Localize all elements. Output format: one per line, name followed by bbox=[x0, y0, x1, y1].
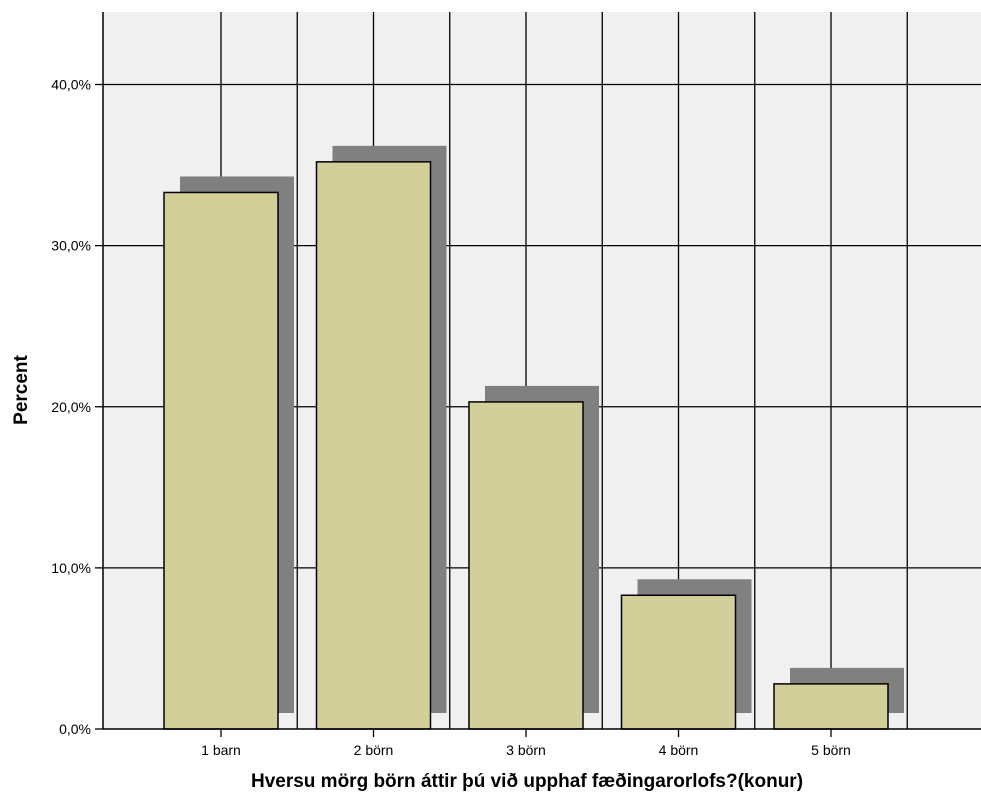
x-axis-title: Hversu mörg börn áttir þú við upphaf fæð… bbox=[251, 771, 803, 792]
y-tick-label: 30,0% bbox=[51, 238, 91, 254]
x-tick-label: 1 barn bbox=[201, 742, 241, 758]
bar bbox=[773, 683, 889, 730]
x-tick-label: 4 börn bbox=[659, 742, 699, 758]
y-tick-label: 40,0% bbox=[51, 77, 91, 93]
bar bbox=[468, 401, 584, 730]
y-tick-label: 10,0% bbox=[51, 560, 91, 576]
y-tick-label: 20,0% bbox=[51, 399, 91, 415]
y-tick-label: 0,0% bbox=[59, 721, 91, 737]
x-tick-label: 2 börn bbox=[354, 742, 394, 758]
x-tick-label: 3 börn bbox=[506, 742, 546, 758]
y-axis-title: Percent bbox=[11, 354, 32, 424]
bar bbox=[620, 594, 737, 730]
bar bbox=[163, 191, 279, 730]
x-tick-label: 5 börn bbox=[811, 742, 851, 758]
bar bbox=[315, 161, 432, 730]
